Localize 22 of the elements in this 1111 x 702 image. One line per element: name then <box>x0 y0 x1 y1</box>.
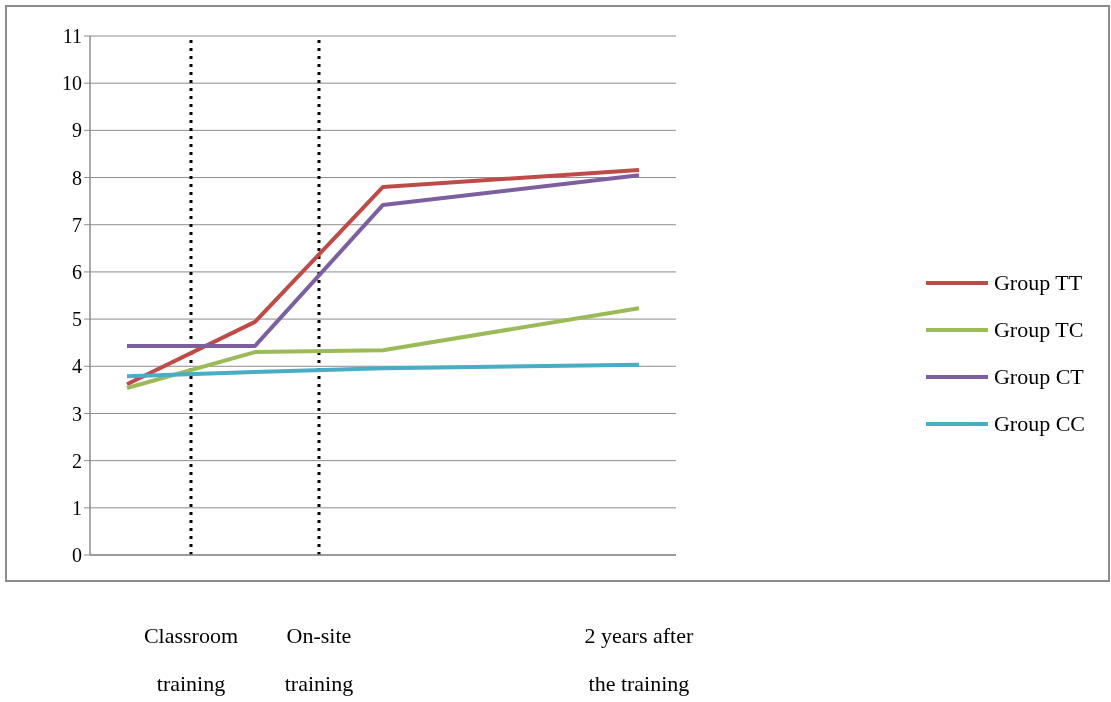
legend-label: Group TT <box>993 269 1083 296</box>
line-series <box>125 306 641 390</box>
legend-label: Group CC <box>993 410 1085 437</box>
y-tick-label: 6 <box>72 261 82 284</box>
x-tick-label: On-site training <box>284 623 354 696</box>
y-tick-label: 9 <box>72 119 82 142</box>
y-tick-label: 1 <box>72 496 82 519</box>
y-tick-label: 4 <box>72 355 82 378</box>
x-tick-label: 2 years after the training <box>584 623 694 696</box>
y-tick-label: 2 <box>72 449 82 472</box>
y-tick-label: 8 <box>72 166 82 189</box>
y-tick-label: 10 <box>62 72 82 95</box>
y-tick-label: 5 <box>72 308 82 331</box>
legend-label: Group TC <box>993 316 1084 343</box>
y-tick-label: 0 <box>72 544 82 567</box>
y-tick-label: 7 <box>72 213 82 236</box>
legend-label: Group CT <box>993 363 1084 390</box>
x-tick-label: Classroom training <box>143 623 239 696</box>
line-series <box>125 362 641 379</box>
y-tick-label: 11 <box>62 25 82 48</box>
line-series <box>125 168 641 387</box>
y-tick-label: 3 <box>72 402 82 425</box>
